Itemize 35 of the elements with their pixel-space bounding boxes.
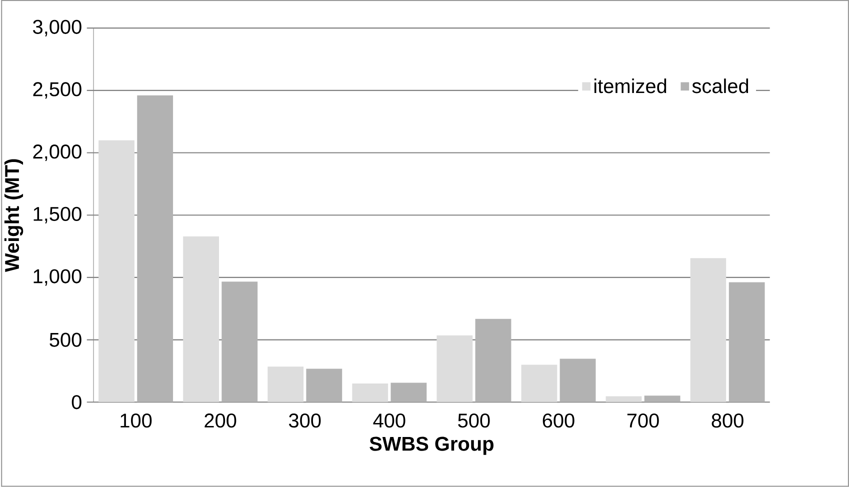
- y-tick-label: 2,500: [33, 82, 82, 99]
- bar: [390, 382, 427, 402]
- bar: [728, 282, 765, 402]
- x-tick-label: 600: [542, 414, 574, 428]
- y-tick-label: 1,000: [34, 269, 82, 286]
- bar: [436, 336, 473, 402]
- bar: [644, 396, 680, 402]
- bar: [606, 396, 642, 402]
- bar: [183, 236, 219, 402]
- y-tick-label: 2,000: [33, 144, 82, 162]
- y-tick-label: 1,500: [34, 206, 82, 224]
- bar: [222, 282, 258, 402]
- legend-label: scaled: [692, 78, 748, 94]
- x-tick-label: 800: [712, 414, 744, 428]
- y-axis-title: Weight (MT): [4, 159, 24, 272]
- bar: [352, 384, 388, 402]
- bar: [521, 364, 558, 402]
- y-tick-label: 0: [72, 395, 82, 410]
- y-tick-label: 500: [50, 332, 82, 347]
- y-tick-label: 3,000: [33, 20, 82, 36]
- legend-label: itemized: [594, 78, 666, 94]
- bar: [268, 366, 304, 402]
- x-tick-label: 200: [204, 414, 236, 428]
- x-tick-label: 700: [627, 414, 659, 428]
- bar: [475, 318, 512, 402]
- x-axis-title: SWBS Group: [370, 436, 494, 455]
- x-tick-label: 400: [373, 414, 406, 428]
- bar: [98, 140, 134, 402]
- x-tick-label: 500: [458, 414, 490, 428]
- bar: [560, 358, 596, 402]
- x-tick-label: 300: [288, 414, 321, 428]
- bar: [690, 258, 726, 402]
- bar: [306, 368, 342, 402]
- x-tick-label: 100: [120, 414, 152, 428]
- bar: [137, 95, 174, 402]
